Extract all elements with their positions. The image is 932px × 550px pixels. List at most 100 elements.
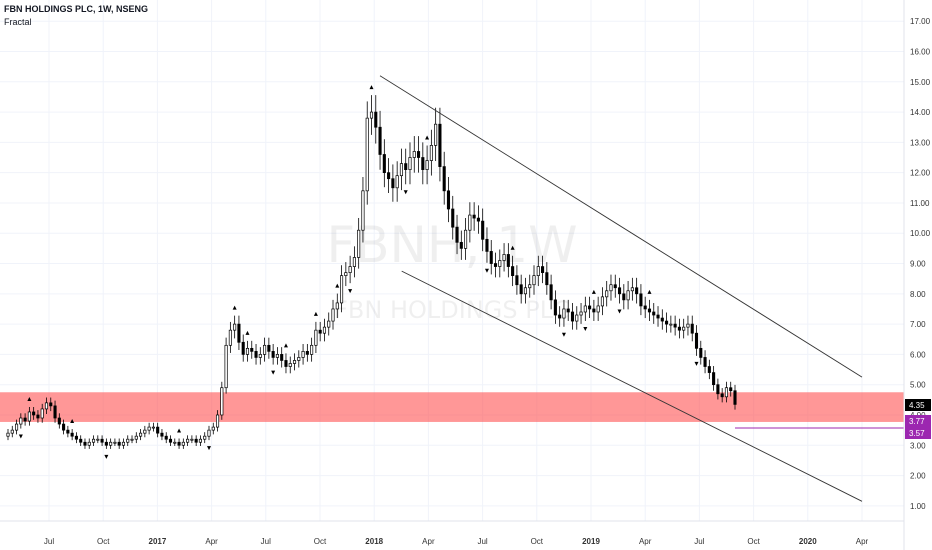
candle-up: [429, 145, 433, 161]
candle-up: [186, 438, 190, 443]
time-axis[interactable]: Jul Oct 2017 Apr Jul Oct 2018 Apr Jul Oct 2019 Apr J…: [44, 537, 869, 546]
chart-title: FBN HOLDINGS PLC, 1W, NSENG: [4, 4, 149, 14]
candle-down: [660, 317, 664, 322]
candlesticks: [6, 95, 737, 449]
time-tick-label: Jul: [694, 537, 704, 546]
fractal-up-marker: [27, 396, 32, 401]
candle-down: [690, 323, 694, 334]
candle-up: [275, 354, 279, 358]
indicator-label[interactable]: Fractal: [4, 17, 32, 27]
candle-up: [19, 417, 23, 425]
fractal-up-marker: [425, 135, 430, 140]
candle-down: [57, 417, 61, 425]
candle-down: [694, 332, 699, 349]
price-tick-label: 1.00: [910, 502, 926, 511]
trend-channel[interactable]: [379, 75, 863, 502]
candle-up: [130, 438, 134, 441]
candle-down: [104, 441, 108, 446]
candle-up: [151, 426, 155, 429]
candle-up: [605, 290, 609, 298]
candle-down: [404, 163, 408, 170]
fractal-up-marker: [510, 245, 515, 250]
candle-down: [374, 111, 378, 128]
candle-up: [233, 323, 237, 331]
fractal-down-marker: [206, 446, 211, 451]
support-zone[interactable]: [0, 392, 904, 422]
candle-up: [91, 438, 96, 443]
candle-down: [472, 214, 476, 219]
candle-up: [15, 423, 19, 431]
time-tick-label: Oct: [97, 537, 110, 546]
time-tick-label: Apr: [422, 537, 435, 546]
fractal-down-marker: [583, 326, 588, 331]
price-tick-label: 3.00: [910, 441, 926, 450]
fractal-down-marker: [403, 190, 408, 195]
candle-down: [635, 287, 639, 295]
fractal-markers: [18, 85, 699, 459]
candle-down: [267, 344, 271, 352]
candle-down: [66, 429, 70, 434]
fractal-down-marker: [484, 268, 489, 273]
candle-up: [322, 326, 327, 334]
candle-up: [468, 214, 472, 231]
price-tick-label: 12.00: [910, 169, 931, 178]
candle-down: [49, 402, 53, 407]
candle-up: [352, 257, 356, 267]
candle-up: [211, 426, 215, 431]
fractal-up-marker: [647, 289, 652, 294]
fractal-down-marker: [104, 454, 109, 459]
candle-down: [716, 384, 720, 395]
candle-up: [365, 117, 369, 192]
price-tick-label: 16.00: [910, 47, 931, 56]
price-tick-label: 11.00: [910, 199, 930, 208]
fractal-up-marker: [335, 283, 340, 288]
time-tick-label: 2019: [582, 537, 600, 546]
last-price-tag-bg: [905, 399, 931, 411]
candle-up: [173, 441, 177, 444]
candle-up: [575, 314, 579, 322]
candle-up: [425, 160, 429, 170]
candle-down: [592, 308, 596, 313]
candle-up: [44, 402, 49, 410]
candle-up: [434, 123, 438, 146]
candle-up: [310, 344, 314, 355]
time-tick-label: Oct: [747, 537, 760, 546]
price-tick-label: 14.00: [910, 108, 931, 117]
candle-down: [545, 272, 549, 286]
candle-up: [583, 305, 587, 313]
candle-up: [10, 429, 14, 434]
candle-up: [245, 347, 250, 355]
candle-up: [464, 229, 468, 249]
candle-up: [344, 272, 348, 276]
candle-up: [536, 266, 540, 276]
price-tick-label: 8.00: [910, 290, 926, 299]
candle-down: [416, 151, 421, 158]
candle-up: [686, 323, 690, 328]
candle-up: [207, 429, 211, 437]
candle-up: [361, 190, 365, 231]
price-tick-label: 5.00: [910, 381, 926, 390]
candle-down: [305, 351, 309, 355]
price-tick-label: 10.00: [910, 229, 931, 238]
candle-down: [254, 351, 258, 358]
candle-down: [558, 314, 562, 319]
candle-down: [541, 266, 545, 273]
candle-up: [121, 441, 126, 446]
candle-up: [113, 441, 117, 444]
candle-up: [596, 305, 600, 313]
candle-down: [442, 166, 446, 192]
candle-down: [643, 305, 647, 310]
candle-down: [387, 172, 391, 180]
candle-down: [549, 284, 553, 301]
candle-down: [459, 241, 463, 249]
candle-up: [348, 266, 352, 273]
candle-down: [156, 426, 160, 434]
candle-up: [314, 329, 318, 346]
candle-down: [378, 126, 382, 155]
candle-down: [74, 435, 78, 440]
candle-up: [301, 351, 305, 358]
candle-down: [639, 293, 643, 307]
candle-up: [87, 441, 91, 446]
candle-down: [703, 357, 707, 367]
